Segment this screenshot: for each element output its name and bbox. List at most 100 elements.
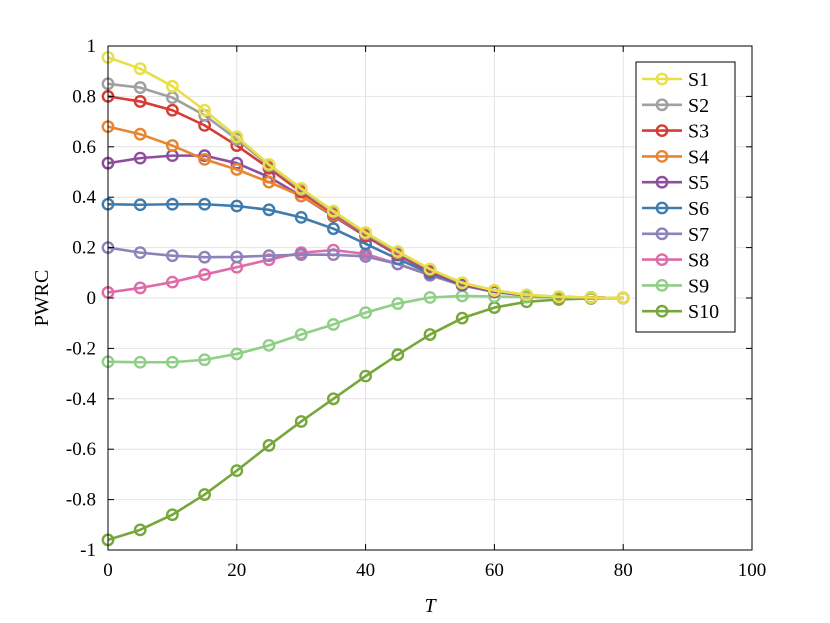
data-point <box>552 290 566 304</box>
data-point <box>133 198 147 212</box>
data-point <box>294 210 308 224</box>
data-point <box>359 250 372 263</box>
data-point <box>133 246 147 260</box>
data-point <box>198 152 212 166</box>
legend-swatch-marker <box>655 253 669 267</box>
series-layer <box>101 50 630 547</box>
legend-label: S5 <box>688 172 709 194</box>
data-point <box>198 268 212 281</box>
legend-swatch-marker <box>655 201 669 215</box>
data-point <box>391 244 405 258</box>
data-point <box>423 262 437 276</box>
legend-items: S1 S2 S3 S4 S5 S6 S7 S8 S9 S10 <box>642 69 719 323</box>
legend-label: S1 <box>688 69 709 91</box>
data-point <box>487 284 501 297</box>
legend-swatch-marker <box>655 278 669 292</box>
y-axis-title: PWRC <box>31 270 53 327</box>
legend-item-s4: S4 <box>642 146 709 168</box>
data-point <box>326 248 340 262</box>
data-point <box>262 249 276 263</box>
data-point <box>294 181 308 195</box>
series-line-s9 <box>107 294 624 364</box>
data-point <box>230 347 244 361</box>
x-tick-label: 0 <box>103 560 113 581</box>
data-point <box>455 311 469 325</box>
legend-label: S2 <box>688 95 709 117</box>
legend-item-s1: S1 <box>642 69 709 91</box>
y-tick-label: -0.6 <box>66 439 96 460</box>
data-point <box>165 197 179 211</box>
legend-swatch-marker <box>655 149 669 163</box>
data-point <box>391 348 405 362</box>
data-point <box>198 250 212 264</box>
x-tick-label: 40 <box>356 560 375 581</box>
data-point <box>133 127 147 141</box>
data-point <box>165 355 179 369</box>
legend-label: S3 <box>688 121 709 143</box>
x-tick-label: 100 <box>738 560 767 581</box>
data-point <box>133 281 147 295</box>
data-point <box>165 79 179 93</box>
data-point <box>262 338 276 352</box>
data-point <box>326 222 340 236</box>
data-point <box>520 288 533 302</box>
data-point <box>165 275 179 289</box>
data-point <box>133 95 147 108</box>
y-tick-label: 0.2 <box>72 238 96 259</box>
x-axis-title: T <box>424 595 437 617</box>
legend-label: S6 <box>688 198 709 220</box>
x-tick-label: 20 <box>227 560 246 581</box>
y-tick-label: 0 <box>87 288 97 309</box>
data-point <box>133 523 147 537</box>
y-tick-label: 0.8 <box>72 86 96 107</box>
legend-item-s7: S7 <box>642 224 709 246</box>
data-point <box>198 353 212 367</box>
legend: S1 S2 S3 S4 S5 S6 S7 S8 S9 S10 <box>635 61 736 333</box>
legend-item-s5: S5 <box>642 172 709 194</box>
data-point <box>359 369 372 383</box>
y-tick-label: -0.4 <box>66 389 97 410</box>
legend-label: S9 <box>688 275 709 297</box>
legend-swatch-marker <box>655 175 669 189</box>
data-point <box>326 204 340 218</box>
data-point <box>391 297 405 310</box>
data-point <box>165 249 179 263</box>
data-point <box>584 291 598 304</box>
legend-item-s10: S10 <box>642 301 719 323</box>
legend-item-s2: S2 <box>642 95 709 117</box>
legend-item-s3: S3 <box>642 121 709 143</box>
y-tick-label: -1 <box>80 540 96 561</box>
data-point <box>230 163 244 176</box>
legend-item-s9: S9 <box>642 275 709 297</box>
legend-swatch-marker <box>655 304 669 318</box>
legend-label: S7 <box>688 224 709 246</box>
data-point <box>455 276 469 290</box>
data-point <box>165 103 179 117</box>
legend-swatch-marker <box>655 124 669 138</box>
legend-label: S10 <box>688 301 719 323</box>
data-point <box>262 203 276 217</box>
data-point <box>198 149 212 163</box>
legend-label: S8 <box>688 250 709 272</box>
legend-item-s8: S8 <box>642 250 709 272</box>
y-tick-label: -0.2 <box>66 338 96 359</box>
data-point <box>294 328 308 341</box>
legend-swatch-marker <box>655 227 669 241</box>
legend-label: S4 <box>688 146 709 168</box>
data-point <box>198 197 212 211</box>
legend-swatch-marker <box>655 72 669 86</box>
data-point <box>198 103 212 117</box>
data-point <box>423 328 437 341</box>
data-point <box>198 488 212 501</box>
data-point <box>165 139 179 152</box>
legend-swatch-marker <box>655 98 669 112</box>
legend-box <box>635 61 736 333</box>
x-tick-label: 80 <box>614 560 633 581</box>
data-point <box>262 158 276 171</box>
data-point <box>294 415 308 428</box>
series-line-s1 <box>107 56 624 300</box>
data-point <box>230 250 244 264</box>
data-point <box>326 392 340 406</box>
